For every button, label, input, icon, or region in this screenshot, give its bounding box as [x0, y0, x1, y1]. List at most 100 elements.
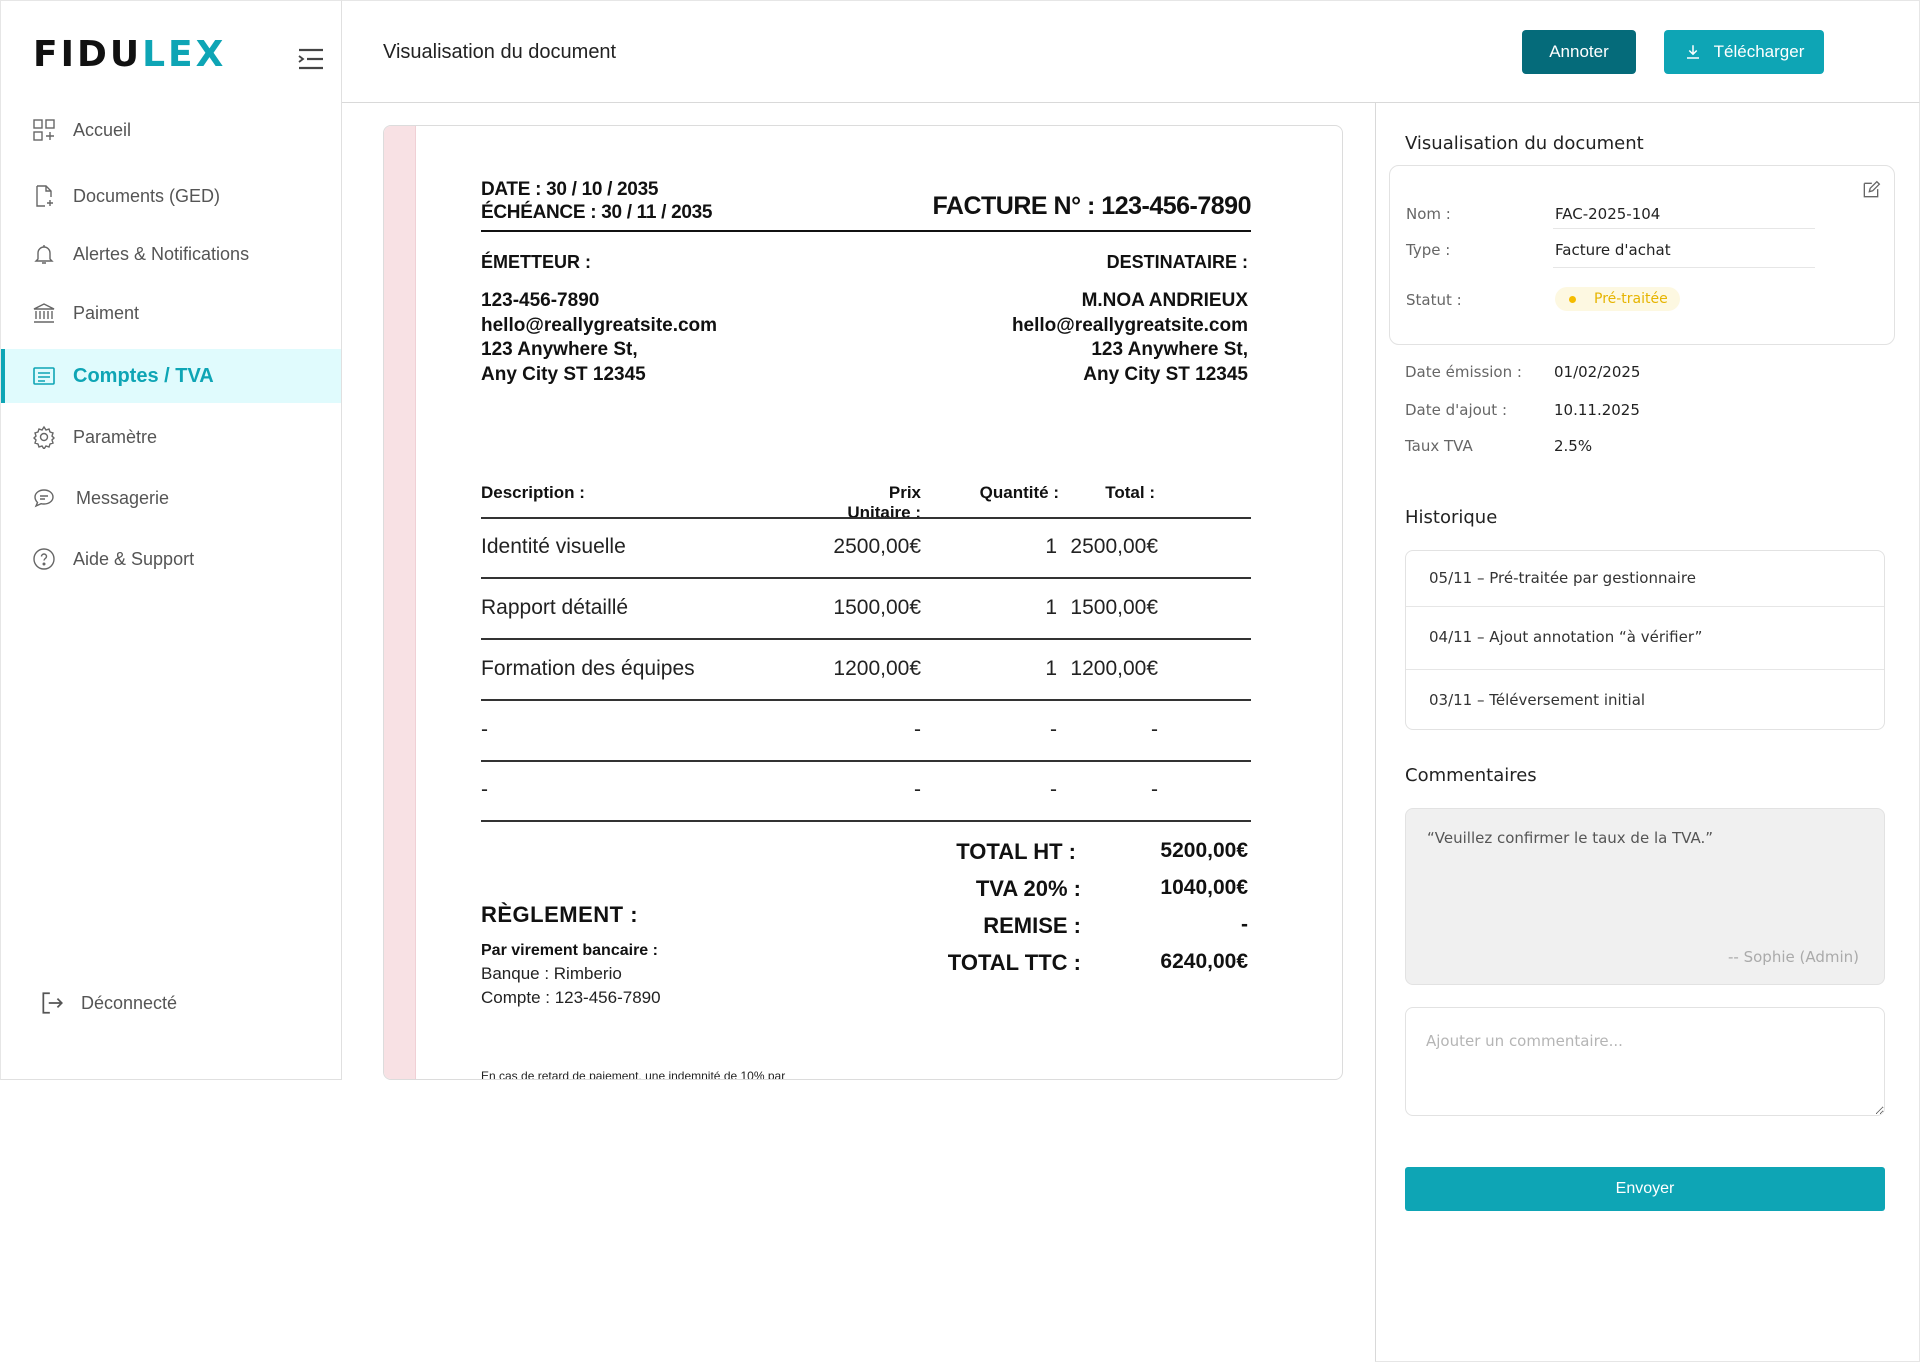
- help-icon: [31, 546, 57, 572]
- sidebar-item-messagerie[interactable]: Messagerie: [1, 471, 341, 525]
- sidebar-item-label: Accueil: [73, 119, 132, 140]
- divider: [481, 517, 1251, 519]
- added-date-label: Date d'ajout :: [1405, 401, 1508, 419]
- info-card: Nom : FAC-2025-104 Type : Facture d'acha…: [1389, 165, 1895, 345]
- sidebar-item-documents[interactable]: Documents (GED): [1, 169, 341, 223]
- vat-rate-label: Taux TVA: [1405, 437, 1473, 455]
- history-list: 05/11 – Pré-traitée par gestionnaire 04/…: [1405, 550, 1885, 730]
- column-description: Description :: [481, 483, 585, 502]
- recipient-label: DESTINATAIRE :: [1106, 252, 1248, 272]
- annotate-button[interactable]: Annoter: [1522, 30, 1636, 74]
- sidebar-item-label: Messagerie: [76, 487, 170, 508]
- history-title: Historique: [1405, 507, 1498, 528]
- list-item: 04/11 – Ajout annotation “à vérifier”: [1429, 628, 1703, 646]
- divider: [1406, 606, 1884, 607]
- sidebar-item-paiment[interactable]: Paiment: [1, 286, 341, 340]
- divider: [481, 760, 1251, 762]
- details-panel: Visualisation du document Nom : FAC-2025…: [1375, 103, 1920, 1362]
- list-item: 03/11 – Téléversement initial: [1429, 691, 1646, 709]
- document-viewer[interactable]: DATE : 30 / 10 / 2035 ÉCHÉANCE : 30 / 11…: [383, 125, 1343, 1080]
- divider: [1553, 267, 1815, 268]
- panel-title: Visualisation du document: [1405, 133, 1644, 154]
- total-ttc-value: 6240,00€: [1160, 950, 1248, 973]
- bank-name: Banque : Rimberio: [481, 964, 622, 983]
- page-title: Visualisation du document: [383, 41, 617, 63]
- bank-icon: [31, 300, 57, 326]
- comments-title: Commentaires: [1405, 765, 1537, 786]
- issue-date-label: Date émission :: [1405, 363, 1522, 381]
- sidebar-item-label: Comptes / TVA: [73, 364, 214, 387]
- download-button[interactable]: Télécharger: [1664, 30, 1824, 74]
- status-dot: [1569, 295, 1576, 303]
- comment-text: “Veuillez confirmer le taux de la TVA.”: [1427, 829, 1714, 847]
- download-icon: [1684, 43, 1702, 61]
- vat-rate-value: 2.5%: [1554, 437, 1593, 455]
- issue-date-value: 01/02/2025: [1554, 363, 1641, 381]
- bell-icon: [31, 241, 57, 267]
- logout-icon: [39, 990, 65, 1016]
- divider: [481, 820, 1251, 822]
- logout-label: Déconnecté: [81, 992, 178, 1013]
- name-label: Nom :: [1406, 205, 1451, 223]
- edit-icon[interactable]: [1861, 180, 1881, 200]
- divider: [481, 230, 1251, 232]
- name-value: FAC-2025-104: [1555, 205, 1661, 223]
- total-ht-value: 5200,00€: [1160, 839, 1248, 862]
- divider: [1406, 669, 1884, 670]
- comment-card: “Veuillez confirmer le taux de la TVA.” …: [1405, 808, 1885, 985]
- sidebar-item-label: Documents (GED): [73, 185, 221, 206]
- logo: FIDULEX: [33, 34, 227, 75]
- status-badge: Pré-traitée: [1555, 287, 1680, 311]
- sidebar-item-label: Paiment: [73, 302, 140, 323]
- sidebar-item-comptes-tva[interactable]: Comptes / TVA: [1, 349, 341, 403]
- sidebar-item-label: Aide & Support: [73, 548, 195, 569]
- list-item: 05/11 – Pré-traitée par gestionnaire: [1429, 569, 1696, 587]
- sidebar-item-alertes[interactable]: Alertes & Notifications: [1, 227, 341, 281]
- added-date-value: 10.11.2025: [1554, 401, 1640, 419]
- dashboard-icon: [31, 117, 57, 143]
- payment-method: Par virement bancaire :: [481, 942, 658, 959]
- invoice-dates: DATE : 30 / 10 / 2035 ÉCHÉANCE : 30 / 11…: [481, 179, 713, 223]
- sidebar-item-aide[interactable]: Aide & Support: [1, 532, 341, 586]
- bank-account: Compte : 123-456-7890: [481, 988, 661, 1007]
- column-quantity: Quantité :: [979, 483, 1059, 502]
- footnote: En cas de retard de paiement, une indemn…: [481, 1069, 786, 1080]
- chat-icon: [31, 485, 57, 511]
- send-button[interactable]: Envoyer: [1405, 1167, 1885, 1211]
- recipient-address: M.NOA ANDRIEUX hello@reallygreatsite.com…: [1011, 290, 1248, 385]
- document-margin: [384, 126, 416, 1079]
- invoice-page: DATE : 30 / 10 / 2035 ÉCHÉANCE : 30 / 11…: [481, 126, 1252, 1080]
- menu-toggle-icon[interactable]: [297, 47, 325, 71]
- total-ht-label: TOTAL HT :: [956, 839, 1076, 864]
- vat-value: 1040,00€: [1160, 876, 1248, 899]
- ledger-icon: [31, 363, 57, 389]
- document-add-icon: [31, 183, 57, 209]
- vat-label: TVA 20% :: [975, 876, 1081, 901]
- divider: [1553, 228, 1815, 229]
- status-label: Statut :: [1406, 291, 1462, 309]
- sidebar-item-parametre[interactable]: Paramètre: [1, 410, 341, 464]
- payment-title: RÈGLEMENT :: [481, 902, 639, 927]
- divider: [481, 699, 1251, 701]
- discount-value: -: [1241, 913, 1248, 936]
- download-label: Télécharger: [1713, 42, 1805, 61]
- divider: [481, 638, 1251, 640]
- sidebar-item-label: Alertes & Notifications: [73, 243, 250, 264]
- issuer-address: 123-456-7890 hello@reallygreatsite.com 1…: [481, 290, 718, 385]
- divider: [481, 577, 1251, 579]
- discount-label: REMISE :: [983, 913, 1081, 938]
- gear-icon: [31, 424, 57, 450]
- top-header: Visualisation du document Annoter Téléch…: [342, 0, 1920, 103]
- invoice-number: FACTURE N° : 123-456-7890: [932, 192, 1252, 220]
- column-total: Total :: [1105, 483, 1155, 502]
- total-ttc-label: TOTAL TTC :: [947, 950, 1081, 975]
- comment-input[interactable]: [1405, 1007, 1885, 1116]
- sidebar-item-label: Paramètre: [73, 426, 158, 447]
- logout-button[interactable]: Déconnecté: [1, 976, 341, 1030]
- sidebar-item-accueil[interactable]: Accueil: [1, 103, 341, 157]
- comment-author: -- Sophie (Admin): [1728, 948, 1859, 966]
- issuer-label: ÉMETTEUR :: [481, 252, 591, 272]
- type-value: Facture d'achat: [1555, 241, 1671, 259]
- type-label: Type :: [1406, 241, 1451, 259]
- sidebar: FIDULEX Accueil Documents (GED) Alertes …: [0, 0, 342, 1080]
